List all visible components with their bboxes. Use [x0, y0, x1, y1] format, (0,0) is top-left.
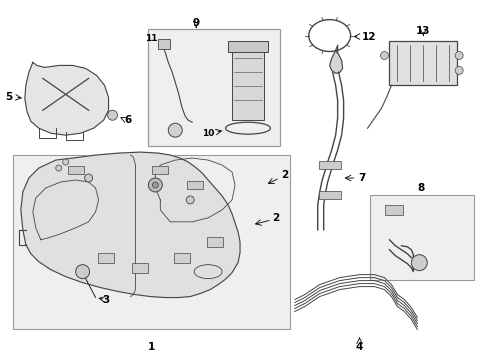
Bar: [158, 39, 171, 49]
Polygon shape: [25, 62, 108, 135]
Bar: [68, 166, 84, 174]
Text: 1: 1: [148, 342, 155, 352]
Bar: [232, 49, 264, 120]
Circle shape: [152, 182, 158, 188]
Bar: [148, 28, 280, 146]
Bar: [207, 237, 223, 247]
Bar: [390, 41, 457, 85]
Text: 3: 3: [102, 294, 109, 305]
Text: 5: 5: [5, 92, 13, 102]
Circle shape: [148, 178, 162, 192]
Text: 6: 6: [125, 115, 132, 125]
Circle shape: [186, 196, 194, 204]
Circle shape: [168, 123, 182, 137]
Bar: [13, 155, 290, 329]
Bar: [386, 205, 403, 215]
Bar: [152, 166, 168, 174]
Text: 11: 11: [145, 34, 157, 43]
Bar: [369, 195, 474, 280]
Polygon shape: [21, 152, 240, 298]
Text: 4: 4: [356, 342, 363, 352]
Polygon shape: [330, 45, 343, 73]
Circle shape: [85, 174, 93, 182]
Circle shape: [75, 265, 90, 279]
Text: 9: 9: [193, 18, 200, 28]
Circle shape: [455, 51, 463, 59]
Text: 10: 10: [202, 129, 214, 138]
Text: 2: 2: [281, 170, 289, 180]
Text: 2: 2: [272, 213, 279, 223]
Bar: [318, 161, 341, 169]
Bar: [132, 263, 148, 273]
Bar: [174, 253, 190, 263]
Text: 7: 7: [358, 173, 365, 183]
Circle shape: [455, 67, 463, 75]
Circle shape: [56, 165, 62, 171]
Circle shape: [380, 51, 389, 59]
Bar: [228, 41, 268, 53]
Bar: [318, 191, 341, 199]
Circle shape: [107, 110, 118, 120]
Circle shape: [63, 159, 69, 165]
Bar: [98, 253, 114, 263]
Text: 8: 8: [417, 183, 425, 193]
Text: 13: 13: [416, 26, 431, 36]
Bar: [187, 181, 203, 189]
Text: 12: 12: [362, 32, 376, 41]
Circle shape: [412, 255, 427, 271]
